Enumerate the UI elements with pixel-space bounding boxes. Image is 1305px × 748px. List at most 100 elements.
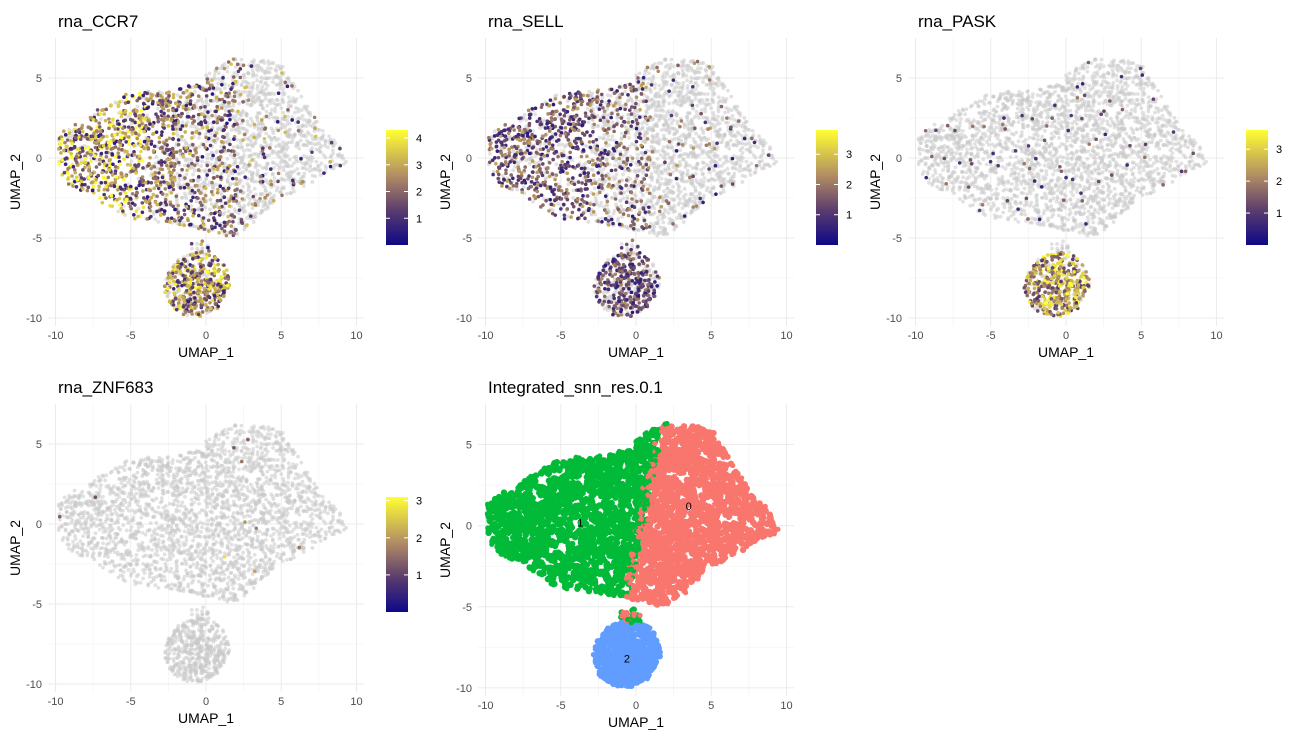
expressed-cell-point <box>97 144 102 148</box>
expressed-cell-point <box>222 229 227 233</box>
expressed-cell-point <box>180 167 184 172</box>
cell-point <box>715 131 720 135</box>
expressed-cell-point <box>210 113 214 118</box>
expressed-cell-point <box>141 178 145 183</box>
cell-point <box>271 80 275 84</box>
expressed-cell-point <box>167 136 172 141</box>
cell-point <box>699 108 704 112</box>
cell-point <box>248 169 252 174</box>
cell-point <box>206 182 211 187</box>
cell-point <box>721 96 725 101</box>
expressed-cell-point <box>145 91 149 96</box>
expressed-cell-point <box>222 220 227 225</box>
expressed-cell-point <box>160 175 165 180</box>
x-tick-label: 0 <box>203 330 209 342</box>
cell-point <box>661 149 666 154</box>
expressed-cell-point <box>215 190 220 195</box>
expressed-cell-point <box>134 186 139 191</box>
cell-point <box>294 154 299 159</box>
expressed-cell-point <box>118 130 122 134</box>
cell-point <box>298 176 303 181</box>
cell-point <box>571 196 576 200</box>
cell-point <box>207 116 211 120</box>
expressed-cell-point <box>152 186 157 191</box>
cell-point <box>758 141 762 146</box>
expressed-cell-point <box>134 131 138 136</box>
cell-point <box>646 107 651 111</box>
cell-point <box>250 171 255 176</box>
expressed-cell-point <box>165 192 169 197</box>
cell-point <box>229 128 234 132</box>
expressed-cell-point <box>186 163 191 168</box>
expressed-cell-point <box>193 255 198 260</box>
cell-point <box>205 311 210 315</box>
expressed-cell-point <box>182 185 187 190</box>
cell-point <box>492 129 497 134</box>
expressed-cell-point <box>80 129 85 134</box>
cell-point <box>289 163 294 168</box>
cell-point <box>689 181 693 186</box>
expressed-cell-point <box>117 155 121 159</box>
panel-title: rna_CCR7 <box>58 12 138 31</box>
expressed-cell-point <box>164 91 169 95</box>
cell-point <box>652 165 657 170</box>
cell-point <box>317 141 322 145</box>
expressed-cell-point <box>133 163 137 167</box>
cell-point <box>249 101 254 106</box>
cell-point <box>253 160 258 165</box>
expressed-cell-point <box>104 150 109 155</box>
expressed-cell-point <box>261 152 266 156</box>
cell-point <box>669 158 674 163</box>
expressed-cell-point <box>99 181 104 185</box>
y-axis-title: UMAP_2 <box>7 154 23 210</box>
expressed-cell-point <box>98 112 103 116</box>
cell-point <box>665 186 670 191</box>
expressed-cell-point <box>168 273 173 278</box>
cell-point <box>300 123 305 128</box>
expressed-cell-point <box>233 79 238 84</box>
cell-point <box>662 228 667 233</box>
expressed-cell-point <box>205 291 209 296</box>
cell-point <box>618 198 623 203</box>
expressed-cell-point <box>128 111 132 116</box>
cell-point <box>729 133 734 138</box>
cell-point <box>661 155 666 160</box>
expressed-cell-point <box>190 142 195 147</box>
cell-point <box>323 138 328 143</box>
expressed-cell-point <box>100 200 105 205</box>
cell-point <box>129 121 134 126</box>
expressed-cell-point <box>125 197 129 202</box>
expressed-cell-point <box>186 277 190 282</box>
cell-point <box>250 98 255 103</box>
expressed-cell-point <box>206 245 210 250</box>
cell-point <box>301 184 306 188</box>
expressed-cell-point <box>63 162 68 167</box>
cell-point <box>264 76 269 81</box>
cell-point <box>660 216 665 221</box>
expressed-cell-point <box>87 164 91 169</box>
cell-point <box>629 142 634 146</box>
expressed-cell-point <box>128 184 133 189</box>
expressed-cell-point <box>172 168 176 172</box>
cell-point <box>120 99 125 104</box>
cell-point <box>704 97 709 102</box>
cell-point <box>264 131 269 136</box>
cell-point <box>282 178 287 183</box>
cell-point <box>586 120 591 125</box>
expressed-cell-point <box>146 137 150 141</box>
cell-point <box>222 62 227 66</box>
expressed-cell-point <box>174 307 179 312</box>
expressed-cell-point <box>209 306 213 311</box>
cell-point <box>265 162 270 167</box>
expressed-cell-point <box>81 168 85 172</box>
cell-point <box>705 102 710 107</box>
expressed-cell-point <box>232 215 237 219</box>
cell-point <box>282 153 286 158</box>
cell-point <box>331 144 335 148</box>
cell-point <box>701 115 705 120</box>
y-tick-label: 5 <box>466 73 472 85</box>
expressed-cell-point <box>210 281 214 286</box>
expressed-cell-point <box>196 196 200 201</box>
expressed-cell-point <box>276 128 281 133</box>
expressed-cell-point <box>184 146 188 150</box>
